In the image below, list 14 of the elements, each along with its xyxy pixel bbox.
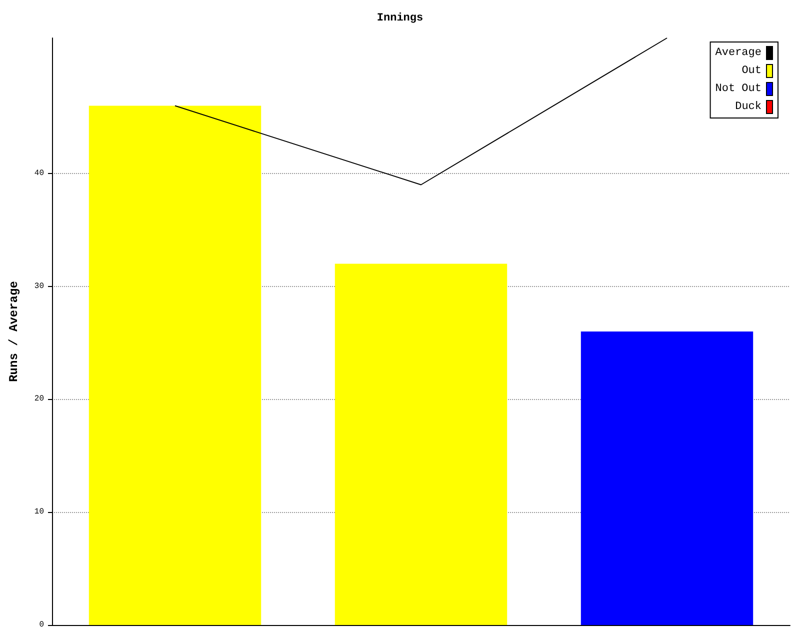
legend-label: Average bbox=[715, 47, 762, 59]
bar bbox=[334, 264, 508, 625]
y-tick-label: 40 bbox=[34, 168, 44, 178]
legend-label: Not Out bbox=[715, 83, 762, 95]
legend-label: Duck bbox=[735, 101, 762, 113]
bar bbox=[580, 332, 754, 625]
y-axis-title: Runs / Average bbox=[7, 281, 21, 382]
y-tick-label: 10 bbox=[34, 508, 44, 517]
y-tick-label: 30 bbox=[34, 282, 44, 291]
legend-label: Out bbox=[742, 65, 762, 77]
y-tick-label: 20 bbox=[34, 394, 44, 404]
y-tick-label: 0 bbox=[39, 620, 44, 630]
bar bbox=[88, 106, 262, 625]
chart-title: Innings bbox=[376, 12, 424, 24]
